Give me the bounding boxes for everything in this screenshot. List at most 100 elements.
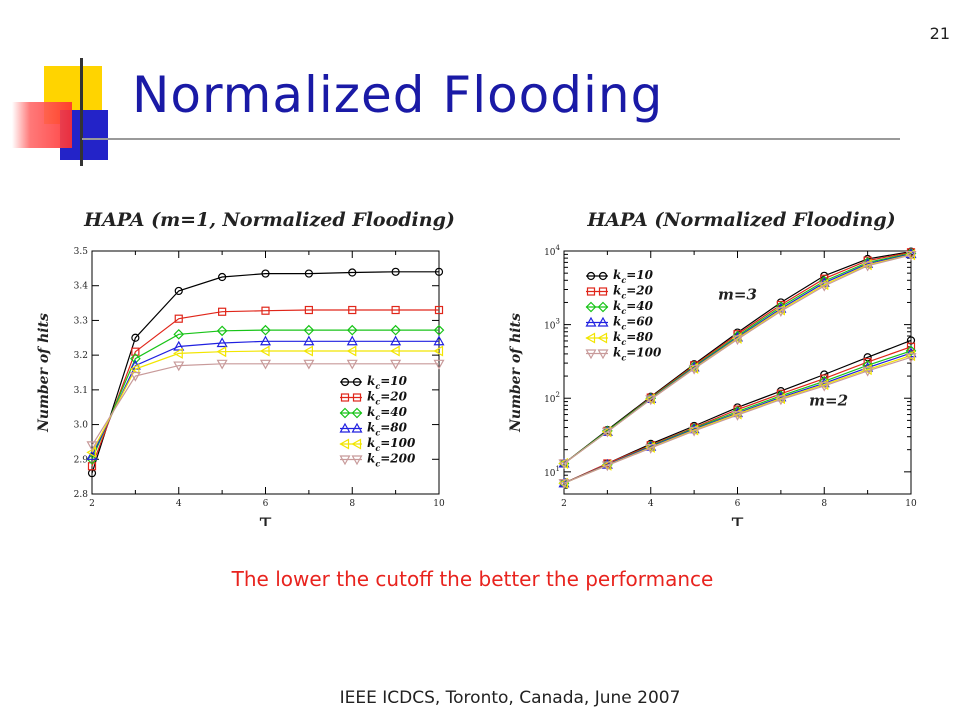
legend-marker bbox=[585, 349, 597, 360]
series-line bbox=[91, 363, 439, 446]
y-tick-label: 3.3 bbox=[74, 316, 89, 326]
data-point bbox=[905, 353, 917, 363]
x-tick-label: 6 bbox=[263, 499, 269, 509]
legend-marker bbox=[585, 332, 596, 344]
data-point bbox=[346, 324, 358, 336]
data-point bbox=[905, 347, 917, 358]
data-point bbox=[346, 359, 358, 370]
data-point bbox=[775, 395, 787, 406]
legend-label: kc=80 bbox=[367, 421, 408, 438]
y-tick-label: 3.0 bbox=[74, 421, 89, 431]
series-k-c-40 bbox=[86, 324, 445, 465]
title-underline bbox=[82, 138, 900, 140]
data-point bbox=[391, 267, 400, 276]
y-tick-label: 3.5 bbox=[74, 247, 89, 257]
data-point bbox=[303, 324, 315, 336]
data-point bbox=[775, 307, 787, 317]
chart-title: HAPA (Normalized Flooding) bbox=[586, 209, 895, 231]
data-point bbox=[129, 363, 140, 375]
legend-label: kc=10 bbox=[613, 268, 654, 285]
x-tick-label: 4 bbox=[176, 499, 182, 509]
data-point bbox=[261, 269, 270, 278]
data-point bbox=[304, 269, 313, 278]
x-axis-label: τ bbox=[731, 508, 744, 526]
data-point bbox=[346, 335, 358, 346]
legend-label: kc=10 bbox=[367, 374, 408, 391]
data-point bbox=[261, 306, 270, 315]
data-point bbox=[434, 305, 444, 315]
data-point bbox=[601, 459, 612, 471]
data-point bbox=[174, 286, 183, 296]
x-axis-label: τ bbox=[259, 508, 272, 526]
data-point bbox=[731, 335, 744, 346]
x-tick-label: 10 bbox=[905, 499, 917, 509]
data-point bbox=[216, 325, 228, 337]
y-axis-label: Number of hits bbox=[36, 313, 52, 433]
data-point bbox=[174, 314, 183, 323]
data-point bbox=[558, 457, 569, 469]
data-point bbox=[862, 366, 874, 377]
series-line bbox=[563, 254, 912, 464]
legend-label: kc=40 bbox=[367, 405, 408, 422]
data-point bbox=[129, 371, 141, 382]
data-point bbox=[645, 444, 657, 454]
series-line bbox=[563, 356, 912, 484]
legend-label: kc=60 bbox=[613, 315, 654, 332]
legend-marker bbox=[585, 316, 597, 327]
legend-item: kc=60 bbox=[585, 315, 654, 332]
series-k-c-80 bbox=[86, 335, 445, 460]
x-tick-label: 8 bbox=[349, 499, 355, 509]
series-k-c-10 bbox=[87, 267, 444, 478]
data-point bbox=[173, 347, 183, 359]
data-point bbox=[906, 336, 916, 345]
legend-item: kc=80 bbox=[585, 330, 654, 347]
series-line bbox=[91, 350, 439, 453]
data-point bbox=[260, 324, 271, 336]
legend-marker bbox=[351, 455, 363, 466]
y-tick-label: 102 bbox=[544, 391, 560, 405]
legend-marker bbox=[597, 316, 609, 327]
series-line bbox=[91, 340, 439, 457]
x-tick-label: 2 bbox=[89, 499, 95, 509]
series-k-c-100 bbox=[86, 345, 444, 458]
legend-label: kc=200 bbox=[367, 452, 416, 469]
data-point bbox=[905, 250, 917, 261]
data-point bbox=[645, 393, 655, 405]
data-point bbox=[259, 345, 270, 357]
legend-label: kc=100 bbox=[613, 346, 662, 363]
data-point bbox=[688, 426, 700, 437]
data-point bbox=[390, 359, 402, 370]
data-point bbox=[862, 261, 874, 272]
data-point bbox=[218, 307, 227, 316]
data-point bbox=[131, 347, 140, 356]
series-k-c-60-m2 bbox=[558, 347, 917, 488]
data-point bbox=[303, 335, 315, 346]
series-k-c-200 bbox=[86, 359, 445, 452]
y-tick-label: 3.4 bbox=[74, 282, 89, 292]
data-point bbox=[601, 427, 613, 438]
data-point bbox=[86, 450, 98, 460]
data-point bbox=[818, 381, 830, 392]
data-point bbox=[905, 249, 916, 261]
y-tick-label: 104 bbox=[544, 244, 560, 258]
data-point bbox=[645, 395, 657, 406]
data-point bbox=[434, 267, 444, 276]
legend-marker bbox=[352, 377, 362, 387]
page-number: 21 bbox=[929, 24, 950, 43]
data-point bbox=[906, 342, 916, 351]
data-point bbox=[173, 328, 185, 340]
legend-item: kc=100 bbox=[339, 436, 416, 453]
legend-item: kc=100 bbox=[585, 346, 662, 363]
data-point bbox=[303, 345, 313, 357]
legend-label: kc=80 bbox=[613, 330, 654, 347]
decor-red-square bbox=[12, 102, 72, 148]
legend-marker bbox=[351, 407, 363, 419]
legend-item: kc=10 bbox=[586, 268, 654, 285]
legend-label: kc=20 bbox=[367, 390, 408, 407]
legend-item: kc=200 bbox=[339, 452, 416, 469]
data-point bbox=[87, 462, 97, 471]
legend-marker bbox=[598, 287, 608, 296]
data-point bbox=[259, 335, 272, 346]
decor-vertical-line bbox=[80, 58, 83, 166]
series-line bbox=[91, 329, 439, 460]
